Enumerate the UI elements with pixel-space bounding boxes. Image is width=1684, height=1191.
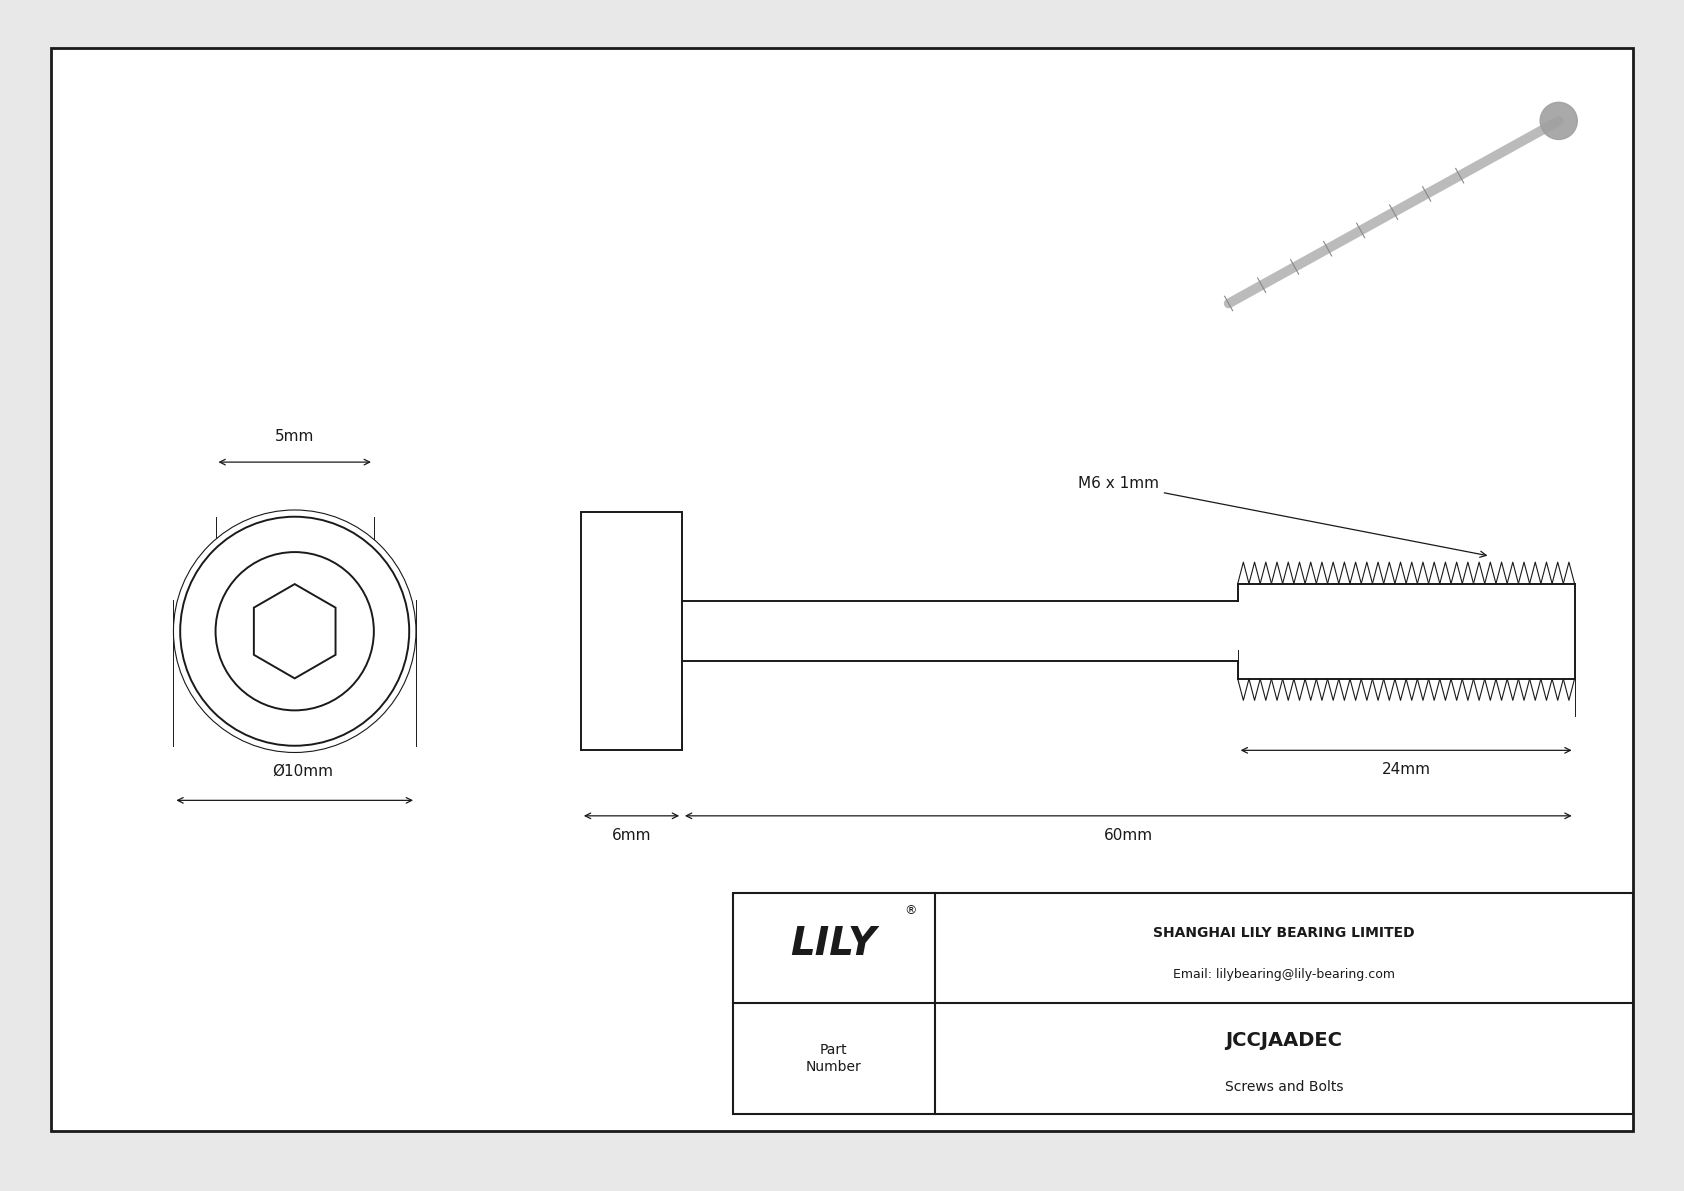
Bar: [733, 893, 1633, 1114]
Bar: [581, 512, 682, 750]
Polygon shape: [254, 584, 335, 679]
Text: M6 x 1mm: M6 x 1mm: [1078, 476, 1487, 557]
Text: Email: lilybearing@lily-bearing.com: Email: lilybearing@lily-bearing.com: [1174, 968, 1394, 981]
Text: LILY: LILY: [790, 925, 877, 964]
Text: 5mm: 5mm: [274, 429, 315, 444]
Circle shape: [180, 517, 409, 746]
Text: Ø10mm: Ø10mm: [273, 763, 333, 779]
Text: 60mm: 60mm: [1103, 828, 1154, 843]
Circle shape: [173, 510, 416, 753]
Circle shape: [216, 553, 374, 710]
Text: Part
Number: Part Number: [805, 1043, 862, 1073]
Circle shape: [1541, 102, 1578, 139]
Text: SHANGHAI LILY BEARING LIMITED: SHANGHAI LILY BEARING LIMITED: [1154, 925, 1415, 940]
Text: Screws and Bolts: Screws and Bolts: [1224, 1080, 1344, 1095]
Text: JCCJAADEC: JCCJAADEC: [1226, 1031, 1342, 1050]
Text: ®: ®: [904, 904, 916, 917]
Text: 24mm: 24mm: [1381, 762, 1431, 778]
Text: 6mm: 6mm: [611, 828, 652, 843]
